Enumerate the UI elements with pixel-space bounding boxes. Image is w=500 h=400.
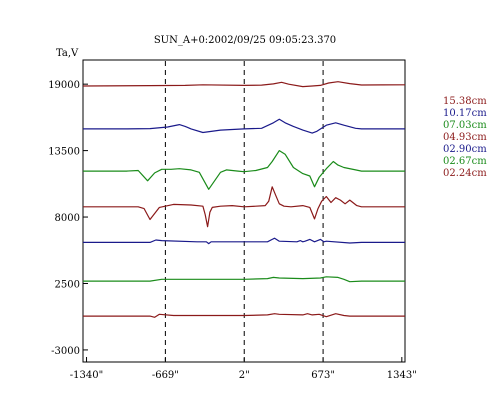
x-tick-label: -669" xyxy=(152,370,179,381)
series-line-2 xyxy=(83,150,405,190)
legend: 15.38cm10.17cm07.03cm04.93cm02.90cm02.67… xyxy=(443,96,487,179)
x-ticks: -1340" -669" 2" 673" 1343" xyxy=(70,357,417,381)
series-line-5 xyxy=(83,276,405,283)
series-line-3 xyxy=(83,186,405,228)
vertical-markers xyxy=(164,61,324,361)
series-line-1 xyxy=(83,118,405,134)
legend-entry: 10.17cm xyxy=(443,108,487,119)
legend-entry: 04.93cm xyxy=(443,132,487,143)
legend-entry: 02.67cm xyxy=(443,156,487,167)
legend-entry: 07.03cm xyxy=(443,120,487,131)
y-tick-label: -3000 xyxy=(51,346,80,357)
legend-entry: 02.24cm xyxy=(443,168,487,179)
x-tick-label: 673" xyxy=(311,370,335,381)
series-line-6 xyxy=(83,313,405,318)
y-tick-label: 19000 xyxy=(48,80,80,91)
x-tick-label: -1340" xyxy=(70,370,103,381)
series-lines xyxy=(82,81,406,318)
chart-title: SUN_A+0:2002/09/25 09:05:23.370 xyxy=(154,35,336,46)
legend-entry: 15.38cm xyxy=(443,96,487,107)
legend-entry: 02.90cm xyxy=(443,144,487,155)
series-line-4 xyxy=(83,237,405,245)
y-tick-label: 8000 xyxy=(55,213,80,224)
y-tick-label: 2500 xyxy=(55,279,80,290)
y-ticks: 19000 13500 8000 2500 -3000 xyxy=(48,80,88,357)
y-tick-label: 13500 xyxy=(48,147,80,158)
series-line-0 xyxy=(82,81,406,88)
y-axis-label: Ta,V xyxy=(56,48,79,59)
x-tick-label: 1343" xyxy=(387,370,417,381)
x-tick-label: 2" xyxy=(239,370,250,381)
